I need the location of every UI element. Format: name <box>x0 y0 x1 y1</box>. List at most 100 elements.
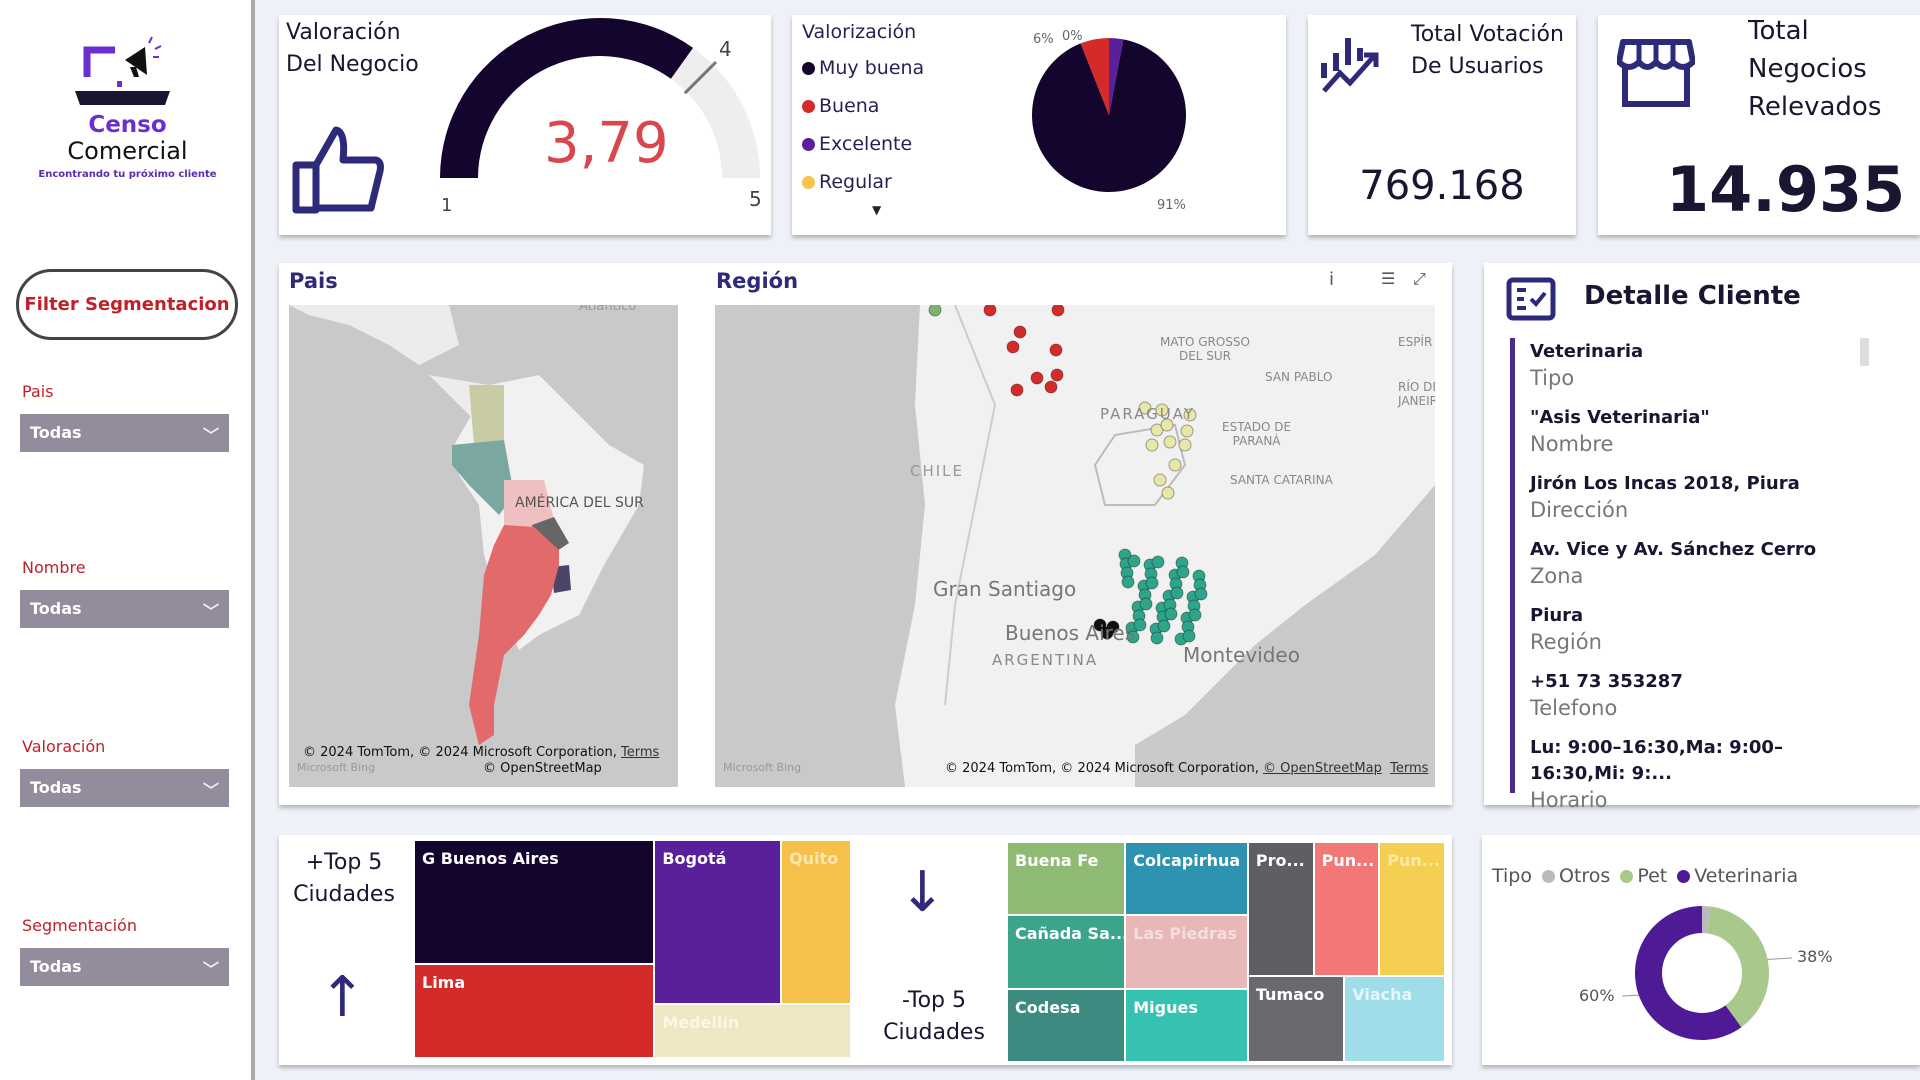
map-point[interactable] <box>1194 587 1208 601</box>
legend-item-regular[interactable]: Regular <box>802 163 924 201</box>
map-point[interactable] <box>1050 368 1064 382</box>
terms-link[interactable]: Terms <box>621 745 660 760</box>
map-point[interactable] <box>1170 586 1184 600</box>
treemap-cell[interactable]: Bogotá <box>654 840 782 1004</box>
label-line: RÍO DE <box>1398 380 1435 394</box>
legend-scroll-down-icon[interactable]: ▼ <box>872 203 882 217</box>
map-point[interactable] <box>1126 630 1140 644</box>
focus-mode-icon[interactable]: ⤢ <box>1413 269 1426 288</box>
legend-dot <box>802 175 815 189</box>
map-point[interactable] <box>1180 424 1194 438</box>
map-point[interactable] <box>928 305 942 317</box>
legend-item-muy-buena[interactable]: Muy buena <box>802 49 924 87</box>
treemap-cell[interactable]: Migues <box>1125 989 1248 1062</box>
info-icon[interactable]: i <box>1329 269 1335 290</box>
gauge-chart <box>440 17 760 179</box>
legend-item-otros[interactable]: Otros <box>1542 857 1610 895</box>
gauge-target-label: 4 <box>719 37 732 61</box>
field-value: Piura <box>1530 605 1584 626</box>
map-point[interactable] <box>1138 401 1152 415</box>
map-pais[interactable]: AMÉRICA DEL SUR Atlántico © 2024 TomTom,… <box>289 305 678 787</box>
treemap-cell[interactable]: G Buenos Aires <box>414 840 655 965</box>
map-point[interactable] <box>1049 343 1063 357</box>
map-point[interactable] <box>1182 629 1196 643</box>
filter-icon[interactable]: ☰ <box>1381 269 1396 288</box>
osm-link[interactable]: © OpenStreetMap <box>483 761 602 776</box>
map-point[interactable] <box>1006 340 1020 354</box>
slicer-pais-dropdown[interactable]: Todas ﹀ <box>20 414 229 452</box>
tipo-slice-1[interactable] <box>1707 906 1769 1028</box>
attribution-text: © 2024 TomTom, © 2024 Microsoft Corporat… <box>945 761 1259 776</box>
treemap-cell[interactable]: Pun... <box>1379 842 1445 977</box>
map-label-espirito: ESPÍR <box>1398 335 1433 349</box>
treemap-cell[interactable]: Pro... <box>1247 842 1314 977</box>
slicer-valoracion-dropdown[interactable]: Todas ﹀ <box>20 769 229 807</box>
map-point[interactable] <box>1150 631 1164 645</box>
treemap-cell[interactable]: Cañada Sa... <box>1007 914 1126 990</box>
legend-dot <box>1542 869 1555 883</box>
map-point[interactable] <box>1145 438 1159 452</box>
map-point[interactable] <box>1010 383 1024 397</box>
map-point[interactable] <box>983 305 997 317</box>
label-line: JANEIRO <box>1398 394 1435 408</box>
map-point[interactable] <box>1093 618 1107 632</box>
filter-segmentacion-button[interactable]: Filter Segmentacion <box>16 269 238 340</box>
legend-item-buena[interactable]: Buena <box>802 87 924 125</box>
map-point[interactable] <box>1030 371 1044 385</box>
legend-item-pet[interactable]: Pet <box>1620 857 1667 895</box>
field-value: Veterinaria <box>1530 341 1644 362</box>
map-point[interactable] <box>1145 576 1159 590</box>
map-point[interactable] <box>1164 607 1178 621</box>
slicer-nombre-dropdown[interactable]: Todas ﹀ <box>20 590 229 628</box>
osm-link[interactable]: © OpenStreetMap <box>1263 761 1382 776</box>
map-point[interactable] <box>1161 486 1175 500</box>
map-point[interactable] <box>1160 418 1174 432</box>
map-point[interactable] <box>1139 597 1153 611</box>
slicer-segmentacion-dropdown[interactable]: Todas ﹀ <box>20 948 229 986</box>
top5-title: +Top 5 Ciudades <box>279 847 409 911</box>
valorizacion-slice-2[interactable] <box>1080 38 1109 115</box>
slicer-valoracion-label: Valoración <box>22 737 106 756</box>
treemap-cell[interactable]: Lima <box>414 964 655 1058</box>
map-point[interactable] <box>1176 565 1190 579</box>
slicer-segmentacion-label: Segmentación <box>22 916 137 935</box>
scrollbar[interactable] <box>1860 338 1869 366</box>
map-point[interactable] <box>1178 438 1192 452</box>
map-point[interactable] <box>1151 555 1165 569</box>
map-point[interactable] <box>1013 325 1027 339</box>
treemap-cell[interactable]: Colcapirhua <box>1125 842 1248 915</box>
map-point[interactable] <box>1155 403 1169 417</box>
map-point[interactable] <box>1157 619 1171 633</box>
map-point[interactable] <box>1044 380 1058 394</box>
map-point[interactable] <box>1183 408 1197 422</box>
map-point[interactable] <box>1188 608 1202 622</box>
map-point[interactable] <box>1153 473 1167 487</box>
bottom5-treemap: Buena Fe Cañada Sa... Codesa Colcapirhua Las… <box>1007 842 1445 1062</box>
treemap-cell[interactable]: Codesa <box>1007 989 1126 1062</box>
map-point[interactable] <box>1106 620 1120 634</box>
map-point[interactable] <box>1168 458 1182 472</box>
map-point[interactable] <box>1163 435 1177 449</box>
treemap-cell[interactable]: Las Piedras <box>1125 914 1248 990</box>
map-point[interactable] <box>1121 575 1135 589</box>
legend-item-excelente[interactable]: Excelente <box>802 125 924 163</box>
tipo-card: Tipo Otros Pet Veterinaria 38% 60% <box>1482 835 1920 1065</box>
valorizacion-slice-0[interactable] <box>1109 38 1124 115</box>
slicer-nombre-label: Nombre <box>22 558 86 577</box>
map-point[interactable] <box>1051 305 1065 317</box>
tipo-slice-0[interactable] <box>1702 906 1711 934</box>
treemap-cell[interactable]: Buena Fe <box>1007 842 1126 915</box>
treemap-cell[interactable]: Viacha <box>1344 976 1445 1062</box>
legend-item-veterinaria[interactable]: Veterinaria <box>1677 857 1798 895</box>
treemap-cell[interactable]: Pun... <box>1313 842 1380 977</box>
treemap-cell[interactable]: Quito <box>781 840 851 1004</box>
treemap-cell[interactable]: Tumaco <box>1247 976 1345 1062</box>
map-point[interactable] <box>1133 618 1147 632</box>
terms-link[interactable]: Terms <box>1390 761 1429 776</box>
valorizacion-slice-1[interactable] <box>1032 39 1186 192</box>
map-point[interactable] <box>1150 423 1164 437</box>
map-point[interactable] <box>1127 554 1141 568</box>
tipo-slice-2[interactable] <box>1635 906 1742 1040</box>
treemap-cell[interactable]: Medellín <box>654 1003 851 1058</box>
